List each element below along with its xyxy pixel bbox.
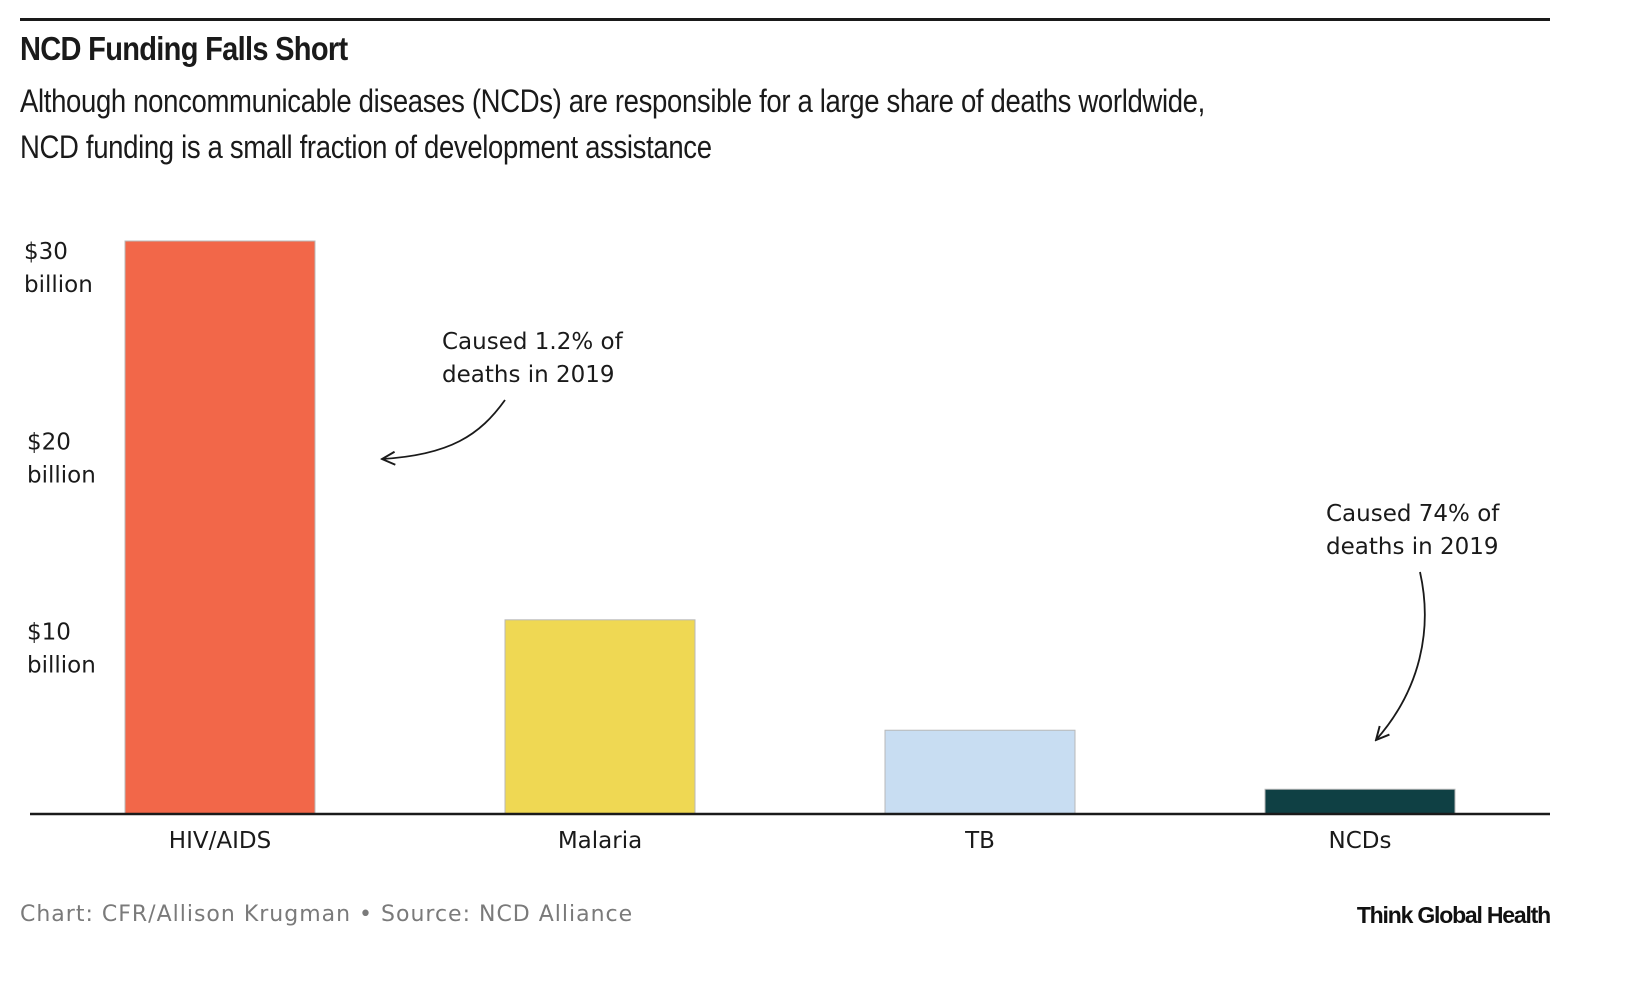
subtitle-line-2: NCD funding is a small fraction of devel… [20,129,712,165]
annotation-ncds-arrow-icon [1376,571,1426,740]
y-tick-label: $10 [27,620,71,646]
x-tick-label: Malaria [558,828,642,854]
top-rule [20,18,1550,21]
bar-hiv-aids [124,240,316,815]
annotation-hiv-line-2: deaths in 2019 [442,362,615,388]
chart-title: NCD Funding Falls Short [20,30,348,67]
x-tick-label: NCDs [1329,828,1392,854]
bar-tb [884,729,1076,815]
y-tick-label: $30 [24,239,68,265]
bars-group [124,240,1456,815]
y-tick-label: billion [27,653,96,679]
x-tick-label: TB [964,828,995,854]
brand-logo: Think Global Health [1356,902,1551,928]
y-tick-label: billion [24,272,93,298]
annotation-hiv-arrow-icon [382,399,506,459]
y-tick-label: billion [27,462,96,488]
bar-malaria [504,619,696,815]
annotation-hiv: Caused 1.2% of deaths in 2019 [382,329,624,459]
annotation-hiv-line-1: Caused 1.2% of [442,329,624,355]
annotation-ncds-line-1: Caused 74% of [1326,501,1500,527]
x-axis: HIV/AIDS Malaria TB NCDs [169,828,1392,854]
annotation-ncds-line-2: deaths in 2019 [1326,534,1499,560]
chart-subtitle: Although noncommunicable diseases (NCDs)… [20,78,1205,170]
footer-source: Chart: CFR/Allison Krugman • Source: NCD… [20,902,634,927]
annotation-ncds: Caused 74% of deaths in 2019 [1326,501,1500,740]
subtitle-line-1: Although noncommunicable diseases (NCDs)… [20,83,1205,119]
bar-ncds [1264,788,1456,815]
y-axis: $10 billion $20 billion $30 billion [24,239,96,679]
x-tick-label: HIV/AIDS [169,828,271,854]
y-tick-label: $20 [27,429,71,455]
